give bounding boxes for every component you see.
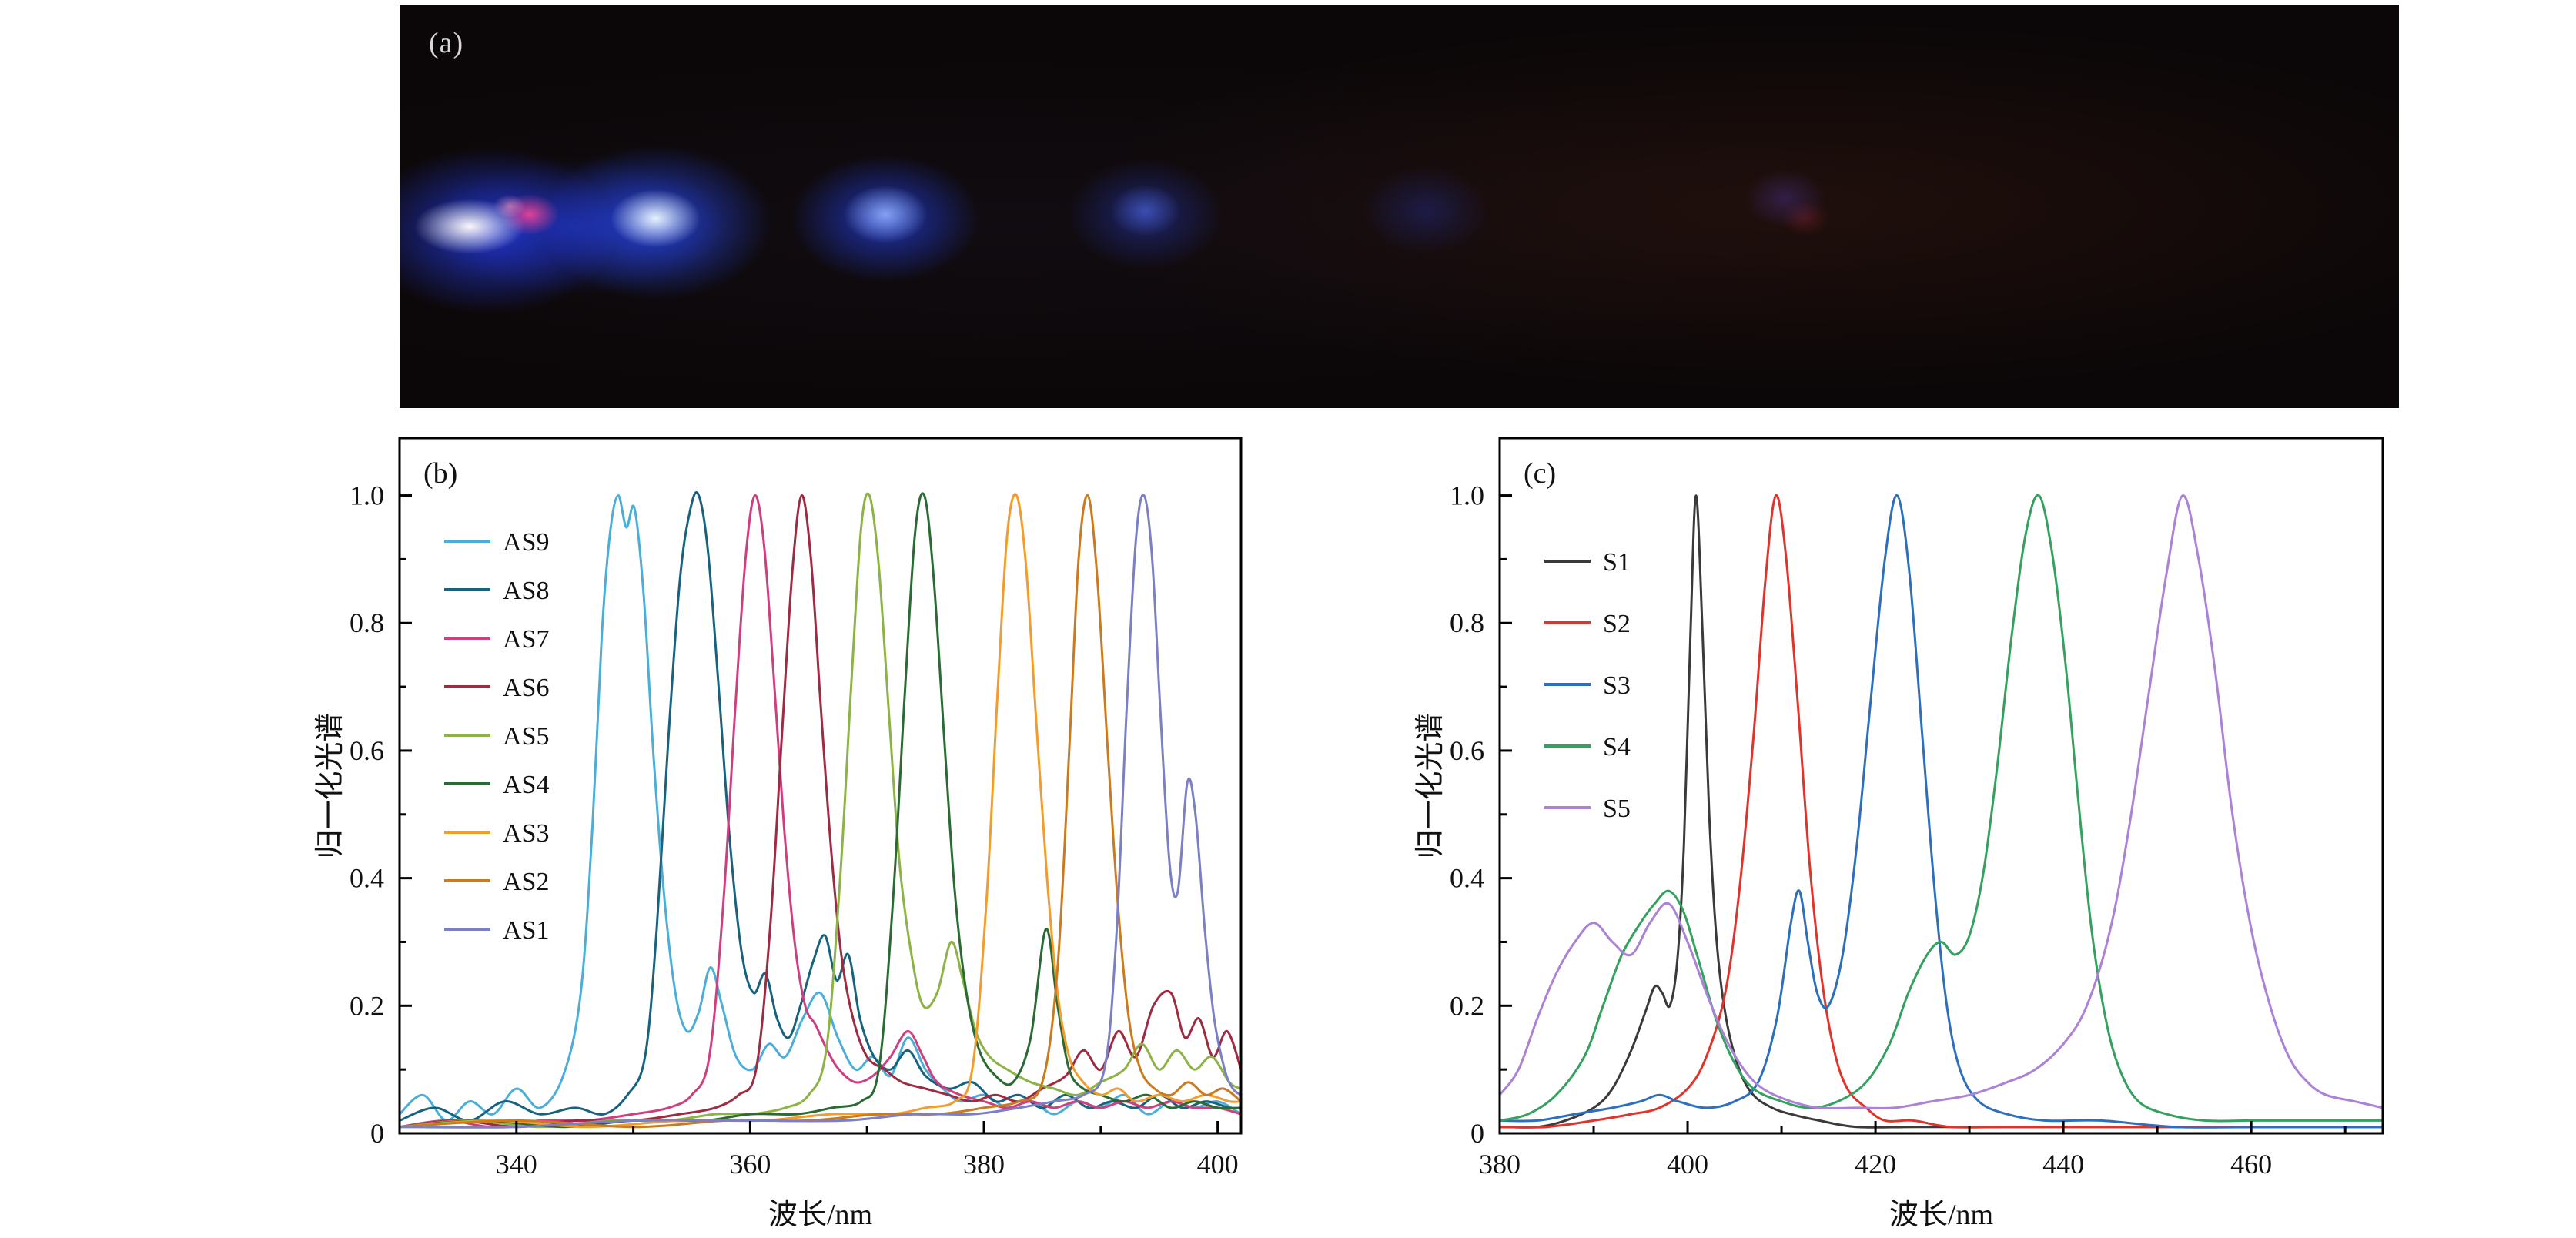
legend-label-AS1: AS1 (503, 916, 549, 945)
series-line-AS8 (399, 491, 1242, 1122)
y-tick-label: 0.4 (1450, 863, 1484, 894)
y-tick-label: 1.0 (1450, 480, 1484, 511)
legend-label-AS6: AS6 (503, 674, 549, 702)
series-line-AS4 (399, 492, 1242, 1129)
panel-label: (c) (1524, 457, 1556, 490)
series-line-AS7 (399, 494, 1242, 1129)
y-tick-label: 0.6 (1450, 735, 1484, 766)
photo-panel-a: (a) (400, 5, 2399, 408)
y-tick-label: 0.4 (350, 863, 384, 894)
y-axis-label: 归一化光谱 (1414, 712, 1447, 858)
x-axis-label: 波长/nm (768, 1199, 872, 1231)
legend-label-S3: S3 (1603, 671, 1631, 700)
y-tick-label: 0.8 (350, 607, 384, 638)
legend-label-S4: S4 (1603, 733, 1631, 761)
axis-ticks (400, 494, 1219, 1135)
x-tick-label: 420 (1855, 1149, 1896, 1179)
y-tick-label: 0.2 (350, 990, 384, 1021)
legend: AS9 AS8 AS7 AS6 AS5 AS4 AS3 AS2 AS1 (444, 528, 549, 945)
y-tick-label: 1.0 (350, 480, 384, 511)
y-tick-label: 0.2 (1450, 990, 1484, 1021)
series-line-S4 (1499, 494, 2384, 1123)
x-tick-label: 460 (2230, 1149, 2272, 1179)
y-tick-label: 0 (1470, 1118, 1484, 1149)
y-tick-label: 0 (370, 1118, 384, 1149)
x-tick-label: 380 (963, 1149, 1005, 1179)
legend-label-AS4: AS4 (503, 771, 549, 799)
y-axis-label: 归一化光谱 (314, 712, 346, 858)
series-group (399, 491, 1242, 1129)
series-line-AS1 (399, 494, 1242, 1129)
series-line-S1 (1499, 494, 2384, 1129)
axis-ticks (1498, 494, 2347, 1135)
x-tick-label: 340 (496, 1149, 537, 1179)
x-tick-label: 440 (2042, 1149, 2084, 1179)
legend: S1 S2 S3 S4 S5 (1544, 548, 1631, 823)
legend-label-S5: S5 (1603, 795, 1631, 823)
panel-label-a: (a) (429, 27, 464, 59)
legend-label-AS5: AS5 (503, 722, 549, 751)
y-tick-label: 0.8 (1450, 607, 1484, 638)
panel-label: (b) (423, 457, 457, 490)
chart-panel-c: 380 400 420 440 460 0 0.2 0.4 0.6 0.8 1.0 波长/nm 归一化光… (1414, 437, 2384, 1231)
x-tick-label: 380 (1479, 1149, 1521, 1179)
plot-box (1498, 437, 2384, 1135)
series-line-S3 (1499, 494, 2384, 1129)
x-tick-label: 400 (1197, 1149, 1239, 1179)
series-group (1499, 494, 2384, 1129)
series-line-S2 (1499, 494, 2384, 1129)
chart-panel-b: 340 360 380 400 0 0.2 0.4 0.6 0.8 1.0 波长/nm 归一化光谱 (b… (314, 437, 1243, 1231)
y-tick-label: 0.6 (350, 735, 384, 766)
legend-label-AS8: AS8 (503, 577, 549, 605)
legend-label-AS9: AS9 (503, 528, 549, 557)
plot-box (398, 437, 1243, 1135)
legend-label-AS3: AS3 (503, 819, 549, 848)
x-tick-label: 360 (729, 1149, 771, 1179)
legend-label-S2: S2 (1603, 610, 1631, 638)
legend-label-AS2: AS2 (503, 868, 549, 896)
x-tick-label: 400 (1667, 1149, 1708, 1179)
legend-label-AS7: AS7 (503, 625, 549, 654)
legend-label-S1: S1 (1603, 548, 1631, 577)
x-axis-label: 波长/nm (1889, 1199, 1993, 1231)
series-line-S5 (1499, 494, 2384, 1109)
